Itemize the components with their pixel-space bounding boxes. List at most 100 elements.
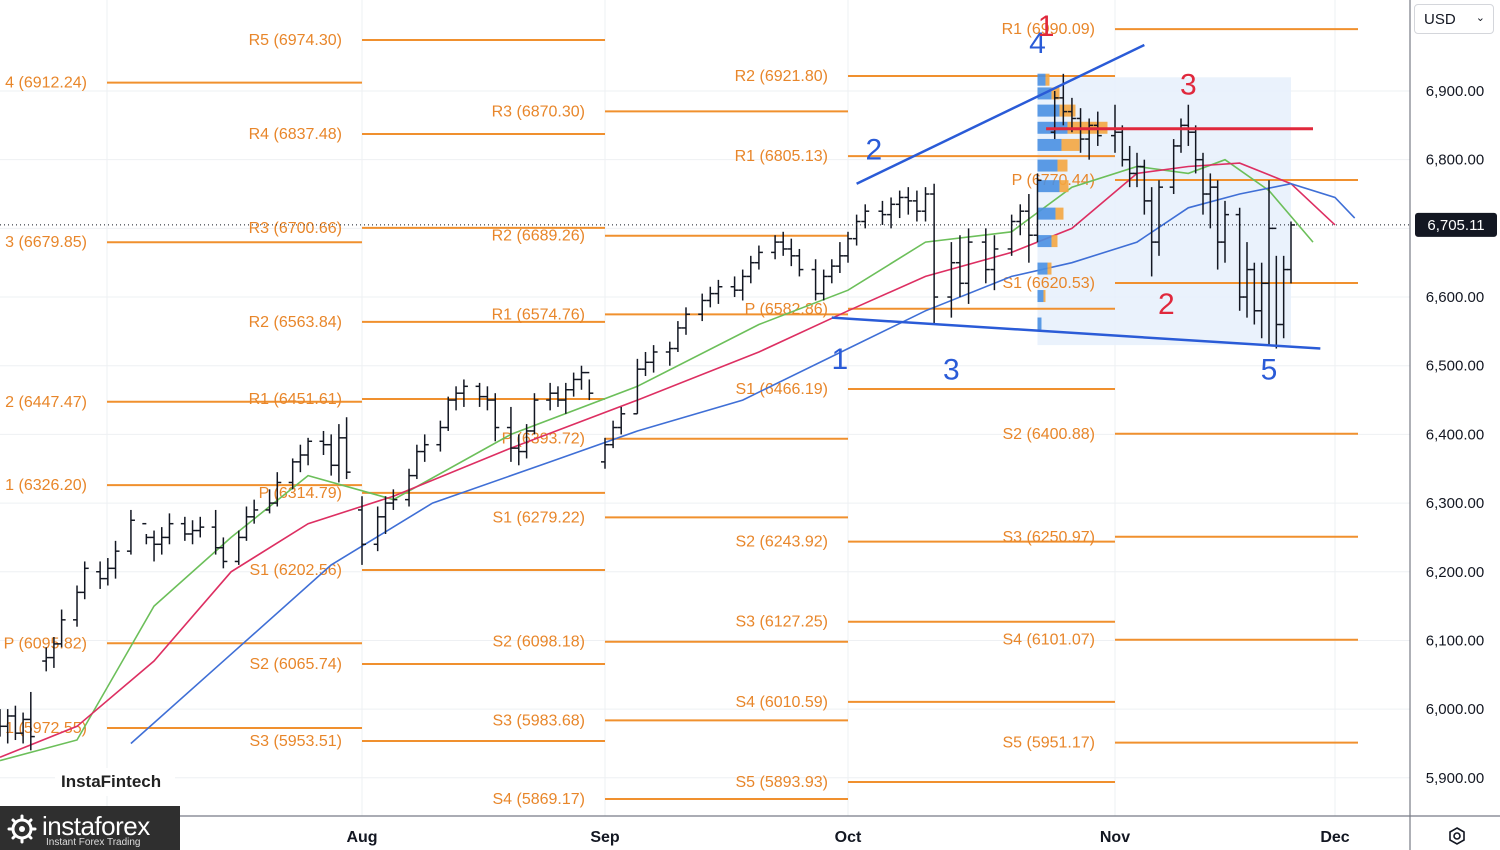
ohlc-bar — [585, 371, 594, 401]
pivot-label: P (6095.82) — [4, 635, 87, 652]
y-tick-label: 6,300.00 — [1426, 495, 1484, 512]
ohlc-bar — [673, 321, 682, 352]
volume-bar-orange — [1051, 235, 1058, 248]
instaforex-logo-tagline: Instant Forex Trading — [46, 837, 141, 848]
ohlc-bar — [779, 231, 788, 256]
ohlc-bar — [561, 382, 570, 414]
instaforex-logo-icon — [7, 814, 37, 844]
ohlc-bar — [1155, 180, 1163, 256]
ohlc-bar — [3, 709, 12, 744]
ohlc-bar — [633, 358, 642, 415]
ohlc-bar — [714, 279, 723, 304]
ohlc-bar — [219, 537, 228, 569]
ohlc-bar — [617, 406, 626, 435]
ohlc-bar — [819, 269, 828, 301]
ohlc-bar — [835, 242, 844, 274]
pivot-label: R2 (6921.80) — [735, 68, 828, 85]
ohlc-bar — [895, 190, 904, 219]
pivot-label: S4 (5869.17) — [492, 791, 585, 808]
pivot-label: S4 (6010.59) — [735, 694, 828, 711]
pivot-label: S3 (5983.68) — [492, 712, 585, 729]
instaforex-logo-name: instaforex — [42, 811, 150, 841]
ohlc-bar — [641, 351, 650, 377]
y-tick-label: 5,900.00 — [1426, 770, 1484, 787]
ohlc-bar — [491, 393, 500, 442]
ohlc-bar — [304, 437, 313, 466]
x-tick-label: Sep — [590, 829, 620, 846]
ohlc-bar — [126, 509, 135, 555]
trendline-blue — [856, 43, 1145, 185]
wave-label-red: 1 — [1038, 10, 1055, 43]
pivot-label: R1 (6990.09) — [1002, 21, 1095, 38]
volume-bar-orange — [1059, 180, 1069, 193]
pivot-label: R1 (6574.76) — [492, 306, 585, 323]
settings-button[interactable] — [1446, 825, 1468, 847]
ohlc-bar — [955, 235, 964, 298]
volume-bar-blue — [1037, 235, 1052, 248]
volume-bar-blue — [1037, 290, 1044, 303]
ohlc-bar — [1085, 118, 1094, 160]
ohlc-bar — [811, 259, 820, 301]
ohlc-bar — [452, 386, 461, 411]
ohlc-bar — [921, 187, 930, 222]
pivot-label: 4 (6912.24) — [5, 75, 87, 92]
currency-select[interactable]: USD ⌄ — [1414, 4, 1494, 34]
ohlc-bar — [861, 204, 870, 229]
ohlc-bar — [265, 489, 274, 514]
pivot-label: R1 (6805.13) — [735, 148, 828, 165]
pivot-label: S2 (6243.92) — [735, 534, 828, 551]
ohlc-bar — [878, 200, 887, 225]
ohlc-bar — [1016, 204, 1025, 236]
instafintech-logo-text: InstaFintech — [61, 772, 162, 791]
ohlc-bar — [111, 540, 120, 579]
ohlc-bar — [483, 386, 492, 411]
instaforex-logo: instaforex Instant Forex Trading — [0, 806, 180, 850]
pivot-label: 1 (6326.20) — [5, 477, 87, 494]
y-tick-label: 6,800.00 — [1426, 152, 1484, 169]
ohlc-bar — [319, 430, 328, 456]
ohlc-bar — [553, 386, 562, 407]
ohlc-bar — [730, 276, 739, 298]
pivot-label: R2 (6689.26) — [492, 228, 585, 245]
ohlc-bar — [358, 496, 366, 565]
ohlc-bar — [96, 561, 105, 589]
pivot-label: 2 (6447.47) — [5, 394, 87, 411]
chart-grid — [0, 0, 1410, 816]
volume-bar-orange — [1045, 73, 1050, 86]
ohlc-bar — [342, 417, 351, 480]
volume-bar-blue — [1037, 73, 1046, 86]
ohlc-bar — [444, 396, 453, 431]
currency-select-label: USD — [1424, 11, 1456, 28]
moving-average-pink — [0, 162, 1336, 758]
pivot-label: S1 (6620.53) — [1002, 275, 1095, 292]
volume-bar-orange — [1061, 138, 1080, 151]
ohlc-bar — [577, 365, 586, 390]
wave-label-red: 3 — [1180, 68, 1197, 101]
ohlc-bar — [649, 345, 658, 373]
settings-gear-icon — [1449, 827, 1465, 845]
wave-label-blue: 4 — [1029, 27, 1046, 60]
ohlc-bar — [420, 434, 429, 462]
pivot-label: 3 (6679.85) — [5, 234, 87, 251]
ohlc-bar — [887, 197, 896, 229]
ohlc-bar — [771, 235, 780, 260]
ohlc-bar — [698, 293, 707, 322]
volume-bar-blue — [1037, 138, 1062, 151]
pivot-label: R5 (6974.30) — [249, 32, 342, 49]
ohlc-bar — [234, 530, 243, 565]
ohlc-bar — [609, 420, 618, 449]
ohlc-bar — [601, 437, 609, 469]
y-tick-label: 6,900.00 — [1426, 83, 1484, 100]
ohlc-bar — [150, 530, 159, 562]
y-tick-label: 6,000.00 — [1426, 701, 1484, 718]
ohlc-bar — [795, 248, 804, 277]
volume-bar-blue — [1037, 262, 1048, 275]
ohlc-bar — [746, 255, 755, 284]
ohlc-bar — [546, 382, 555, 411]
volume-bar-orange — [1043, 290, 1046, 303]
ohlc-bar — [844, 231, 852, 263]
ohlc-bar — [706, 286, 715, 308]
pivot-label: S2 (6098.18) — [492, 634, 585, 651]
pivot-label: 1 (5972.55) — [5, 720, 87, 737]
